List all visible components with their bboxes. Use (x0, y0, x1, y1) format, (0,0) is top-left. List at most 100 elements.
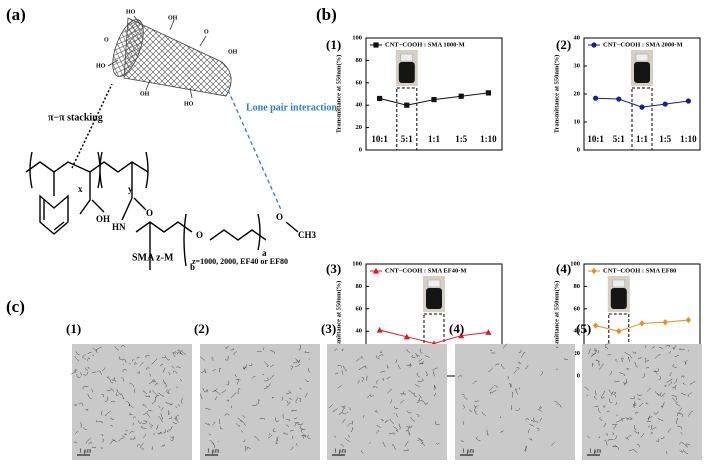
y-axis-label: Transmittance at 550nm(%) (553, 281, 560, 360)
y-tick-label: 0 (359, 146, 362, 153)
y-tick-label: 60 (356, 79, 363, 86)
y-tick-label: 20 (574, 350, 581, 357)
vial-liquid (398, 62, 415, 83)
y-tick-label: 80 (356, 57, 363, 64)
y-tick-label: 60 (356, 305, 363, 312)
micrograph-texture (199, 344, 311, 452)
label: a (262, 248, 267, 258)
x-tick-label: 5:1 (613, 134, 625, 144)
chemical-structure (25, 151, 299, 270)
data-point (458, 332, 465, 339)
chart-label: (1) (326, 37, 341, 52)
label: Lone pair interaction (246, 102, 337, 113)
data-point (485, 329, 492, 335)
y-tick-label: 0 (577, 146, 580, 153)
x-tick-label: 1:1 (428, 134, 440, 144)
x-tick-label: 1:10 (680, 134, 697, 144)
label: OH (96, 214, 110, 224)
y-tick-label: 40 (356, 328, 363, 335)
cnt-label: O (204, 29, 209, 35)
data-point (639, 320, 645, 327)
vial-cap (612, 279, 626, 288)
x-tick-label: 1:5 (659, 134, 671, 144)
data-point (662, 319, 668, 326)
x-tick-label: 5:1 (401, 134, 413, 144)
legend-label: CNT−COOH : SMA EF80 (603, 267, 676, 274)
y-tick-label: 40 (356, 102, 363, 109)
panel-label: (a) (6, 5, 26, 24)
micrograph-label: (3) (321, 321, 336, 336)
legend-label: CNT−COOH : SMA EF40-M (385, 267, 467, 274)
vial-cap (635, 53, 649, 62)
data-point (593, 95, 599, 101)
y-axis-label: Transmittance at 550nm(%) (335, 281, 342, 360)
label: z=1000, 2000, EF40 or EF80 (192, 257, 288, 266)
cnt-label: OH (228, 49, 238, 55)
micrograph (200, 344, 320, 460)
vial-cap (427, 279, 441, 288)
data-point (458, 93, 464, 99)
y-tick-label: 60 (574, 305, 581, 312)
micrograph (327, 344, 447, 460)
data-point (593, 322, 599, 329)
data-point (685, 98, 692, 104)
label: y (128, 184, 133, 194)
legend-label: CNT−COOH : SMA 1000-M (385, 41, 465, 48)
scale-label: 1 μm (79, 448, 92, 454)
scale-label: 1 μm (589, 448, 602, 454)
nanotube (107, 15, 232, 99)
data-point (377, 95, 383, 102)
vial-cap (400, 53, 414, 62)
data-point (616, 96, 622, 102)
cnt-label: HO (184, 101, 194, 107)
y-tick-label: 80 (574, 283, 581, 290)
data-point (431, 97, 437, 103)
x-tick-label: 1:5 (455, 134, 467, 144)
y-tick-label: 40 (574, 328, 581, 335)
chart-label: (4) (556, 261, 571, 276)
legend-marker (373, 42, 379, 48)
micrograph (582, 344, 702, 460)
micrograph-texture (458, 343, 568, 453)
cnt-label: OH (168, 15, 178, 21)
x-tick-label: 10:1 (587, 134, 604, 144)
x-tick-label: 1:10 (480, 134, 497, 144)
panel-label: (b) (316, 5, 337, 24)
y-tick-label: 0 (577, 372, 580, 379)
y-tick-label: 30 (574, 62, 581, 69)
x-tick-label: 1:1 (636, 134, 648, 144)
y-tick-label: 100 (352, 34, 362, 41)
y-tick-label: 10 (574, 118, 581, 125)
label: CH3 (298, 230, 317, 240)
stacking-line (71, 83, 113, 169)
micrograph-texture (70, 345, 187, 450)
vial-liquid (426, 288, 442, 309)
data-point (404, 102, 410, 108)
vial-liquid (634, 62, 650, 83)
x-tick-label: 10:1 (371, 134, 388, 144)
y-axis-label: Transmittance at 550nm(%) (553, 55, 560, 134)
data-point (403, 333, 410, 340)
data-point (376, 326, 383, 333)
label: x (78, 184, 83, 194)
cnt-label: OH (140, 91, 150, 97)
label: b (190, 262, 195, 272)
legend-marker (591, 267, 597, 275)
highlight-box (631, 87, 653, 151)
y-tick-label: 40 (574, 34, 581, 41)
micrograph-label: (2) (194, 321, 209, 336)
y-tick-label: 20 (356, 124, 363, 131)
label: π−π stacking (48, 112, 103, 123)
chart-label: (3) (326, 261, 341, 276)
scale-label: 1 μm (207, 448, 220, 454)
cnt-label: O (104, 37, 109, 43)
micrograph-label: (4) (449, 321, 464, 336)
micrograph-texture (328, 348, 440, 454)
label: O (196, 230, 203, 240)
data-point (662, 101, 668, 107)
micrograph-texture (584, 343, 696, 455)
legend-marker (373, 267, 379, 274)
y-axis-label: Transmittance at 550nm(%) (335, 55, 342, 134)
lone-pair-line (227, 89, 283, 213)
